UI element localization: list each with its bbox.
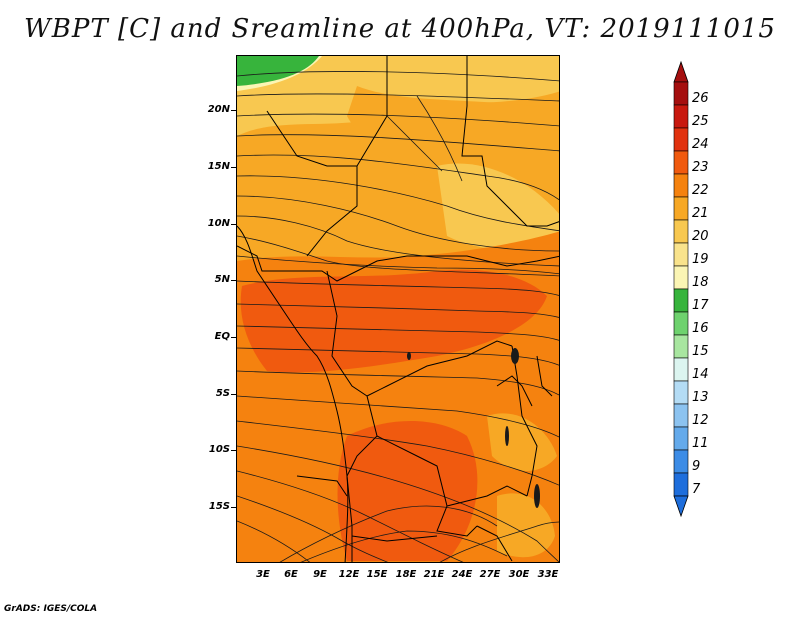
colorbar-label: 13 (692, 390, 709, 405)
colorbar-label: 23 (692, 160, 709, 175)
colorbar-swatch (673, 472, 689, 497)
colorbar-swatch (673, 403, 689, 428)
lat-tick-5s (231, 394, 236, 395)
colorbar-label: 21 (692, 206, 709, 221)
lon-label-21e: 21E (423, 569, 445, 580)
coastline (237, 225, 349, 562)
colorbar-swatch (673, 242, 689, 267)
field-21c-east (487, 413, 557, 471)
colorbar-label: 20 (692, 229, 709, 244)
lon-label-12e: 12E (338, 569, 360, 580)
colorbar-swatch (673, 311, 689, 336)
colorbar-label: 18 (692, 275, 709, 290)
lat-label-5s: 5S (215, 388, 230, 399)
colorbar-swatch (673, 334, 689, 359)
field-23c-south (337, 421, 478, 561)
lon-label-9e: 9E (313, 569, 327, 580)
lakes (407, 348, 540, 508)
colorbar-swatch (673, 150, 689, 175)
colorbar-label: 9 (692, 459, 701, 474)
field-23c-central (240, 269, 547, 373)
colorbar-bottom-arrow (673, 495, 689, 518)
colorbar-swatch (673, 357, 689, 382)
colorbar-top-arrow (673, 60, 689, 83)
field-19c-east (437, 163, 559, 252)
lat-tick-10n (231, 224, 236, 225)
colorbar-label: 22 (692, 183, 709, 198)
lat-tick-10s (231, 450, 236, 451)
wbpt-field (237, 56, 559, 562)
lat-label-15n: 15N (207, 161, 230, 172)
credit-text: GrADS: IGES/COLA (4, 604, 98, 614)
field-17c (237, 56, 319, 86)
colorbar-label: 7 (692, 482, 701, 497)
map-panel (236, 55, 560, 563)
colorbar-label: 11 (692, 436, 709, 451)
colorbar-swatch (673, 81, 689, 106)
colorbar-swatch (673, 265, 689, 290)
colorbar-label: 19 (692, 252, 709, 267)
lon-label-15e: 15E (366, 569, 388, 580)
colorbar-label: 12 (692, 413, 709, 428)
colorbar-label: 16 (692, 321, 709, 336)
colorbar-label: 26 (692, 91, 709, 106)
lon-label-3e: 3E (256, 569, 270, 580)
colorbar-label: 14 (692, 367, 709, 382)
colorbar-label: 17 (692, 298, 709, 313)
field-21c-southeast (497, 493, 555, 558)
colorbar-swatch (673, 104, 689, 129)
streamlines (237, 71, 559, 562)
colorbar-label: 24 (692, 137, 709, 152)
lat-tick-15s (231, 507, 236, 508)
country-borders (237, 56, 559, 562)
lon-label-18e: 18E (395, 569, 417, 580)
colorbar-swatch (673, 380, 689, 405)
lon-label-24e: 24E (451, 569, 473, 580)
lon-label-30e: 30E (508, 569, 530, 580)
lat-tick-20n (231, 110, 236, 111)
colorbar-label: 15 (692, 344, 709, 359)
lat-label-10n: 10N (207, 218, 230, 229)
colorbar-swatch (673, 426, 689, 451)
lat-label-20n: 20N (207, 104, 230, 115)
lon-label-33e: 33E (537, 569, 559, 580)
colorbar-label: 25 (692, 114, 709, 129)
lon-label-27e: 27E (479, 569, 501, 580)
lat-tick-15n (231, 167, 236, 168)
lat-label-10s: 10S (208, 444, 230, 455)
colorbar-swatch (673, 449, 689, 474)
chart-title: WBPT [C] and Sreamline at 400hPa, VT: 20… (24, 14, 776, 44)
colorbar (673, 60, 689, 518)
lat-label-15s: 15S (208, 501, 230, 512)
colorbar-swatch (673, 196, 689, 221)
colorbar-swatch (673, 219, 689, 244)
lat-label-eq: EQ (214, 331, 230, 342)
lat-label-5n: 5N (214, 274, 230, 285)
lat-tick-eq (231, 337, 236, 338)
lat-tick-5n (231, 280, 236, 281)
lon-label-6e: 6E (284, 569, 298, 580)
colorbar-swatch (673, 173, 689, 198)
field-20c-north (347, 86, 559, 200)
colorbar-swatch (673, 288, 689, 313)
colorbar-swatch (673, 127, 689, 152)
